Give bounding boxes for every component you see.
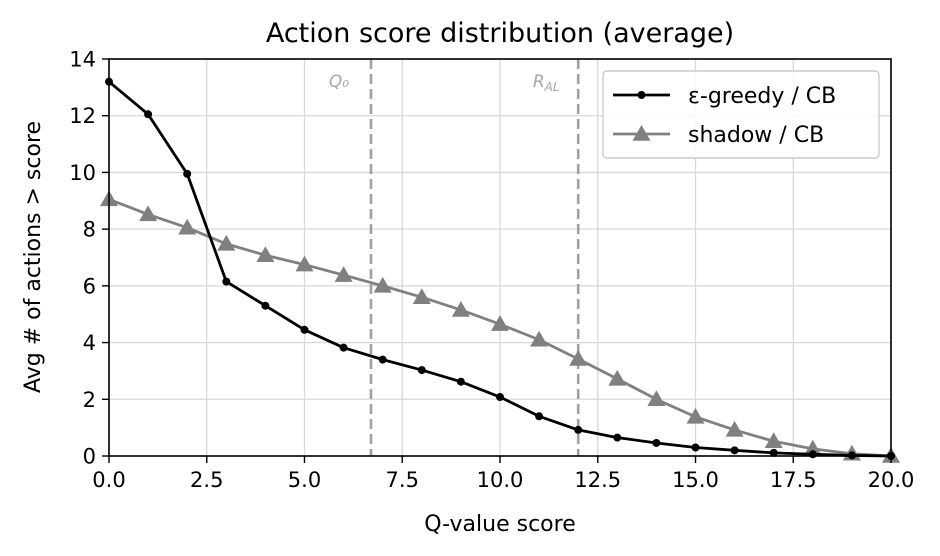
x-axis-label: Q-value score: [424, 512, 575, 537]
y-tick-label: 0: [83, 445, 96, 469]
data-point: [412, 288, 431, 304]
data-point: [178, 218, 197, 235]
data-point: [144, 110, 153, 119]
x-tick-label: 12.5: [574, 468, 621, 492]
data-point: [417, 366, 426, 375]
legend-box: [602, 70, 880, 159]
y-tick-label: 14: [69, 48, 96, 72]
y-tick-label: 2: [83, 388, 96, 412]
data-point: [139, 205, 158, 222]
data-point: [769, 448, 778, 457]
y-tick-label: 6: [83, 274, 96, 298]
x-tick-label: 17.5: [770, 468, 817, 492]
legend-marker: [632, 125, 651, 141]
x-tick-label: 7.5: [386, 468, 419, 492]
data-point: [725, 420, 744, 437]
data-point: [334, 266, 353, 282]
x-tick-label: 15.0: [672, 468, 719, 492]
x-tick-label: 5.0: [288, 468, 321, 492]
data-point: [530, 330, 549, 347]
data-point: [535, 412, 544, 421]
y-tick-label: 10: [69, 161, 96, 185]
data-point: [300, 325, 309, 334]
data-point: [451, 300, 470, 317]
data-point: [803, 439, 822, 456]
series-layer: [100, 77, 900, 463]
data-point: [183, 169, 192, 178]
data-point: [569, 350, 588, 366]
data-point: [686, 407, 705, 424]
data-point: [496, 393, 504, 402]
reference-line-label: Q₀: [329, 72, 349, 92]
y-tick-label: 8: [83, 218, 96, 242]
reference-line-labels: Q₀ RAL: [329, 72, 560, 94]
legend-marker: [637, 91, 646, 99]
data-point: [373, 276, 392, 293]
series-group: [100, 190, 900, 463]
data-point: [652, 438, 661, 447]
data-point: [217, 234, 236, 251]
data-point: [613, 433, 622, 442]
chart-title: Action score distribution (average): [266, 18, 734, 49]
data-point: [222, 277, 231, 286]
data-point: [647, 390, 666, 407]
y-axis-label: Avg # of actions > score: [21, 121, 46, 393]
y-tick-label: 4: [83, 331, 96, 355]
series-group: [105, 77, 895, 460]
reference-line-label: RAL: [533, 72, 560, 94]
data-point: [456, 377, 465, 386]
data-point: [491, 315, 509, 331]
data-point: [608, 369, 627, 386]
data-point: [261, 301, 270, 310]
legend-label: ε-greedy / CB: [688, 84, 836, 109]
legend-label: shadow / CB: [688, 123, 824, 148]
x-tick-label: 2.5: [190, 468, 223, 492]
x-tick-label: 0.0: [92, 468, 125, 492]
x-tick-label: 10.0: [477, 468, 524, 492]
data-point: [295, 255, 314, 272]
data-point: [378, 355, 387, 364]
reference-lines: [369, 59, 580, 456]
x-tick-label: 20.0: [868, 468, 915, 492]
legend: ε-greedy / CB shadow / CB: [602, 70, 880, 159]
y-tick-label: 12: [69, 104, 96, 128]
data-point: [339, 343, 348, 352]
data-point: [730, 446, 739, 455]
data-point: [808, 450, 817, 459]
data-point: [256, 246, 275, 262]
data-point: [764, 432, 783, 449]
data-point: [691, 443, 700, 452]
ticks: 0.0 2.5 5.0 7.5 10.0 12.5 15.0 17.5 20.0 0 2 4 6 8 10 1…: [69, 48, 914, 493]
data-point: [574, 425, 583, 434]
